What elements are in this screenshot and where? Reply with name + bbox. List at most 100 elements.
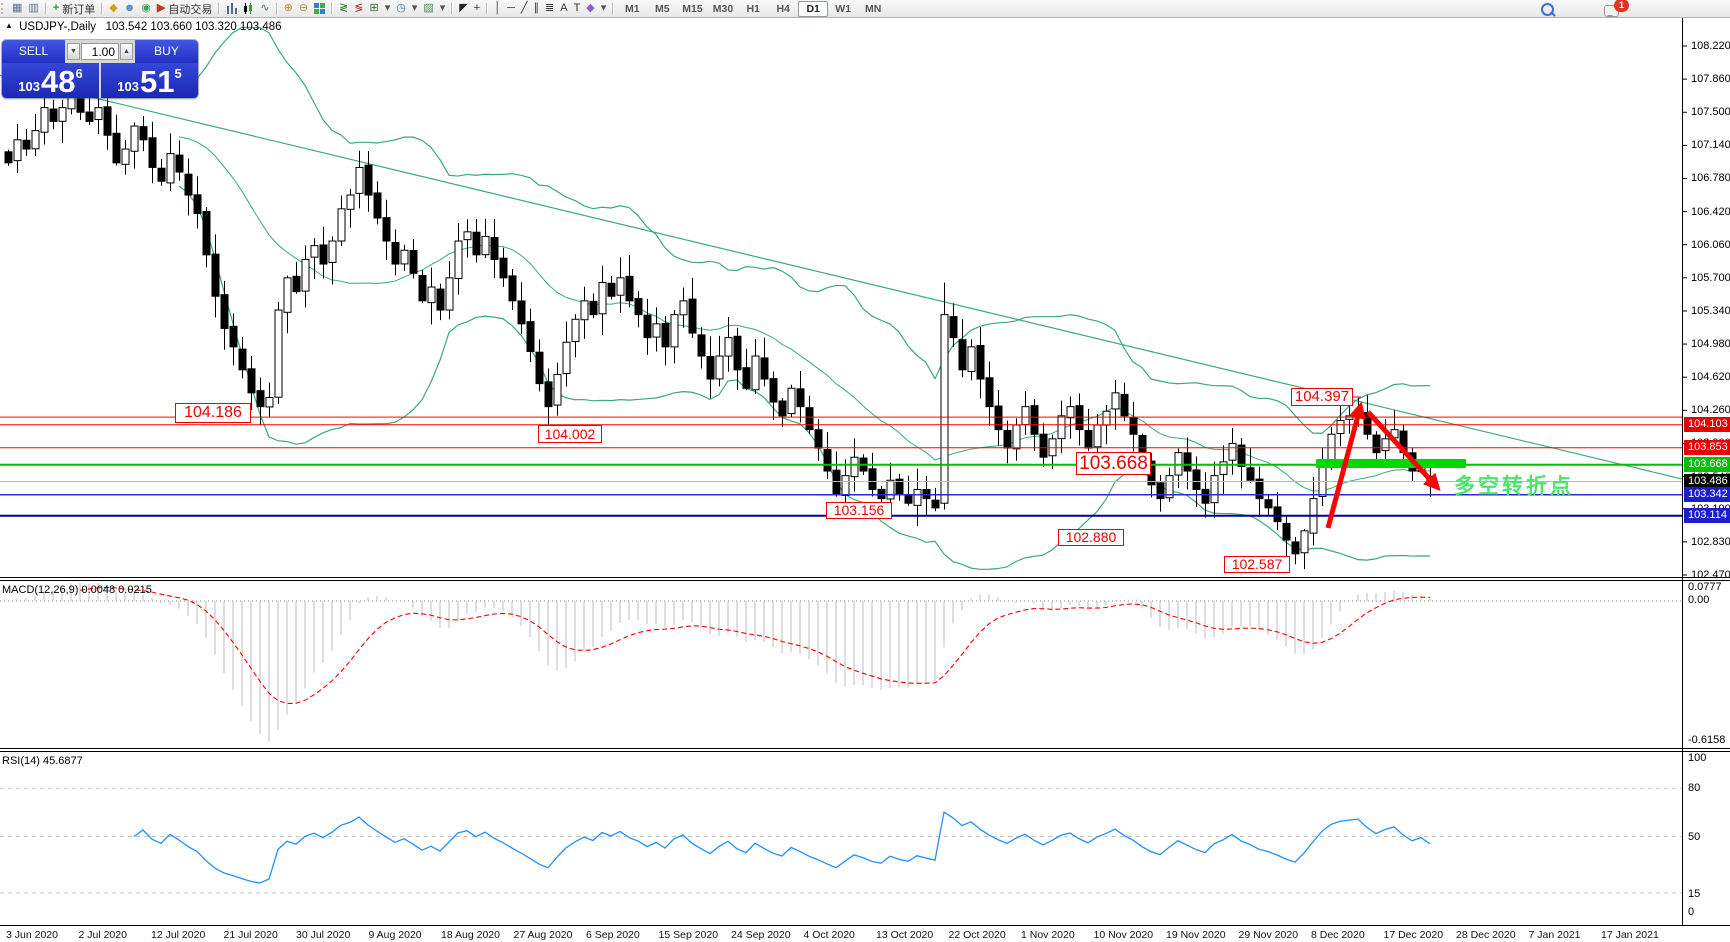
price-tick: 106.780 (1691, 172, 1730, 185)
timeframe-mn[interactable]: MN (865, 2, 882, 15)
metaeditor-icon[interactable]: ◆ (106, 1, 120, 16)
macd-min-label: -0.6158 (1688, 734, 1726, 746)
text-icon[interactable]: A (557, 1, 570, 16)
toolbar-separator (451, 2, 454, 15)
date-tick: 17 Dec 2020 (1383, 929, 1444, 941)
search-icon (1541, 3, 1554, 16)
date-tick: 28 Dec 2020 (1456, 929, 1516, 941)
indicators-icon[interactable]: ≷ (336, 1, 351, 16)
indicators-icon: ≷ (339, 2, 349, 14)
timeframe-m5[interactable]: M5 (655, 2, 670, 15)
indicators-list-icon: ≶ (354, 2, 364, 14)
timeframe-m15[interactable]: M15 (682, 2, 703, 15)
new-order-button-icon: + (52, 2, 60, 14)
tile-windows-icon[interactable] (311, 1, 328, 16)
price-tick: 108.220 (1691, 40, 1730, 52)
vertical-line-icon[interactable]: │ (491, 1, 504, 16)
toolbar-separator (44, 2, 47, 15)
toolbar-separator (101, 2, 104, 15)
buy-price[interactable]: 103 51 5 (101, 63, 198, 98)
charts-grid-icon[interactable]: ▦ (9, 1, 25, 16)
text-icon: A (560, 2, 568, 14)
date-tick: 6 Sep 2020 (586, 929, 640, 941)
dropdown-arrow-icon[interactable]: ▾ (409, 1, 421, 16)
text-label-icon[interactable]: T (571, 1, 584, 16)
charts-grid-icon: ▦ (12, 2, 23, 14)
search-button[interactable] (1538, 2, 1557, 17)
macd-label: MACD(12,26,9) 0.0048 0.0215 (2, 584, 152, 596)
toolbar-separator (486, 2, 489, 15)
autotrade-button-icon: ▶ (156, 2, 166, 14)
cursor-icon[interactable]: ◤ (456, 1, 470, 16)
candlestick-chart-icon (243, 3, 255, 14)
fibonacci-icon[interactable]: ≣ (542, 1, 557, 16)
buy-price-big: 51 (139, 64, 175, 98)
templates-icon: ▨ (423, 2, 434, 14)
date-tick: 9 Aug 2020 (368, 929, 422, 941)
trendline-icon: ╱ (520, 2, 528, 14)
dropdown-arrow-icon: ▾ (600, 2, 607, 14)
sell-price-big: 48 (40, 64, 76, 98)
cursor-arrow-icon: ▲ (5, 21, 13, 30)
timeframe-w1[interactable]: W1 (835, 2, 852, 15)
price-level-label-103.668: 103.668 (1076, 452, 1151, 475)
candlestick-chart-icon[interactable] (240, 1, 257, 16)
arrows-icon[interactable]: ◆ (583, 1, 597, 16)
date-tick: 2 Jul 2020 (78, 929, 127, 941)
price-tick: 105.700 (1691, 271, 1730, 284)
bar-chart-icon (226, 3, 238, 14)
timeframe-h1[interactable]: H1 (746, 2, 760, 15)
date-tick: 19 Nov 2020 (1166, 929, 1226, 941)
date-tick: 24 Sep 2020 (731, 929, 791, 941)
volume-up-button[interactable]: ▲ (120, 43, 133, 60)
crosshair-icon[interactable]: + (471, 1, 483, 16)
templates-icon[interactable]: ▨ (420, 1, 436, 16)
crosshair-icon: + (473, 2, 481, 14)
price-tag-103.114: 103.114 (1684, 507, 1730, 523)
volume-down-button[interactable]: ▼ (67, 43, 80, 60)
dropdown-arrow-icon[interactable]: ▾ (598, 1, 610, 16)
buy-button[interactable]: BUY (135, 40, 198, 63)
notification-badge: 1 (1614, 0, 1629, 12)
bar-chart-icon[interactable] (223, 1, 240, 16)
price-level-label-102.587: 102.587 (1224, 556, 1290, 573)
dropdown-arrow-icon[interactable]: ▾ (382, 1, 394, 16)
horizontal-line-icon[interactable]: ─ (504, 1, 518, 16)
timeframe-h4[interactable]: H4 (776, 2, 790, 15)
new-order-button[interactable]: + 新订单 (50, 1, 98, 16)
price-level-label-104.397: 104.397 (1291, 388, 1353, 406)
volume-input[interactable]: 1.00 (81, 43, 119, 60)
periods-icon[interactable]: ◷ (393, 1, 409, 16)
zoom-out-icon[interactable]: ⊖ (296, 1, 311, 16)
tile-windows-icon (314, 3, 326, 14)
rsi-tick: 80 (1688, 782, 1701, 794)
timeframe-m30[interactable]: M30 (712, 2, 734, 15)
date-tick: 22 Oct 2020 (948, 929, 1006, 941)
equidistant-channel-icon[interactable]: ∥ (531, 1, 543, 16)
timeframe-m1[interactable]: M1 (625, 2, 640, 15)
fibonacci-icon: ≣ (545, 2, 555, 14)
trendline-icon[interactable]: ╱ (518, 1, 531, 16)
community-icon[interactable]: ☻ (121, 1, 139, 16)
arrows-icon: ◆ (586, 2, 595, 14)
profiles-icon[interactable]: ▥ (25, 1, 41, 16)
signals-icon[interactable]: ◉ (138, 1, 154, 16)
cursor-icon: ◤ (459, 2, 468, 14)
sell-button[interactable]: SELL (2, 40, 65, 63)
line-chart-icon[interactable]: ∿ (257, 1, 272, 16)
add-object-icon[interactable]: ⊞ (366, 1, 381, 16)
autotrade-button[interactable]: ▶ 自动交易 (154, 1, 215, 16)
sell-price[interactable]: 103 48 6 (2, 63, 99, 98)
dropdown-arrow-icon[interactable]: ▾ (437, 1, 449, 16)
price-tick: 107.500 (1691, 106, 1730, 119)
timeframe-d1[interactable]: D1 (798, 0, 829, 17)
zoom-in-icon[interactable]: ⊕ (281, 1, 296, 16)
community-icon: ☻ (123, 2, 136, 14)
indicators-list-icon[interactable]: ≶ (351, 1, 366, 16)
date-tick: 12 Jul 2020 (151, 929, 206, 941)
price-tick: 104.620 (1691, 371, 1730, 384)
date-tick: 1 Nov 2020 (1021, 929, 1075, 941)
dropdown-arrow-icon: ▾ (411, 2, 418, 14)
